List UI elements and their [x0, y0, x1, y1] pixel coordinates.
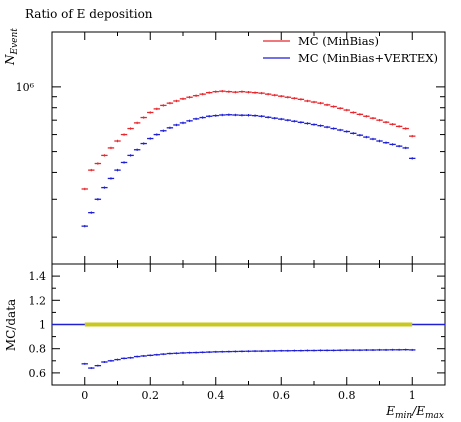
ratio-y-axis-label: MC/data [4, 299, 18, 351]
x-tick-label: 1 [409, 389, 416, 402]
main-y-ticks [52, 86, 445, 238]
x-tick-label: 0 [81, 389, 88, 402]
ratio-y-tick-label: 1.4 [29, 270, 47, 283]
main-y-tick-label: 10⁶ [16, 81, 35, 94]
legend-label-minbias-vertex: MC (MinBias+VERTEX) [298, 51, 438, 65]
x-tick-label: 0.8 [338, 389, 356, 402]
legend-label-minbias: MC (MinBias) [298, 34, 379, 48]
ratio-y-tick-label: 1 [39, 319, 46, 332]
x-axis-label-e1: E [385, 404, 395, 418]
x-axis-label: Emin/Emax [385, 404, 444, 421]
main-y-axis-label-sub: Event [10, 28, 20, 56]
main-y-axis-label: NEvent [3, 28, 20, 66]
legend: MC (MinBias) MC (MinBias+VERTEX) [263, 34, 438, 65]
x-tick-label: 0.2 [142, 389, 160, 402]
ratio-data-band [84, 322, 413, 327]
ratio-reference [52, 322, 445, 327]
ratio-series-group [81, 348, 416, 370]
main-series-group [81, 89, 416, 228]
x-tick-label: 0.6 [273, 389, 291, 402]
x-axis-label-sub2: max [425, 411, 444, 421]
ratio-y-tick-label: 1.2 [29, 294, 47, 307]
main-y-axis-label-main: N [3, 54, 17, 66]
ratio-y-ticks: 0.6 0.8 1 1.2 1.4 [29, 263, 445, 386]
x-ticks: 0 0.2 0.4 0.6 0.8 1 [51, 32, 446, 402]
ratio-y-tick-label: 0.6 [29, 367, 47, 380]
ratio-y-tick-label: 0.8 [29, 343, 47, 356]
x-axis-label-e2: /E [411, 404, 425, 418]
chart-title: Ratio of E deposition [25, 7, 153, 21]
x-tick-label: 0.4 [207, 389, 225, 402]
x-axis-label-sub1: min [395, 411, 412, 421]
